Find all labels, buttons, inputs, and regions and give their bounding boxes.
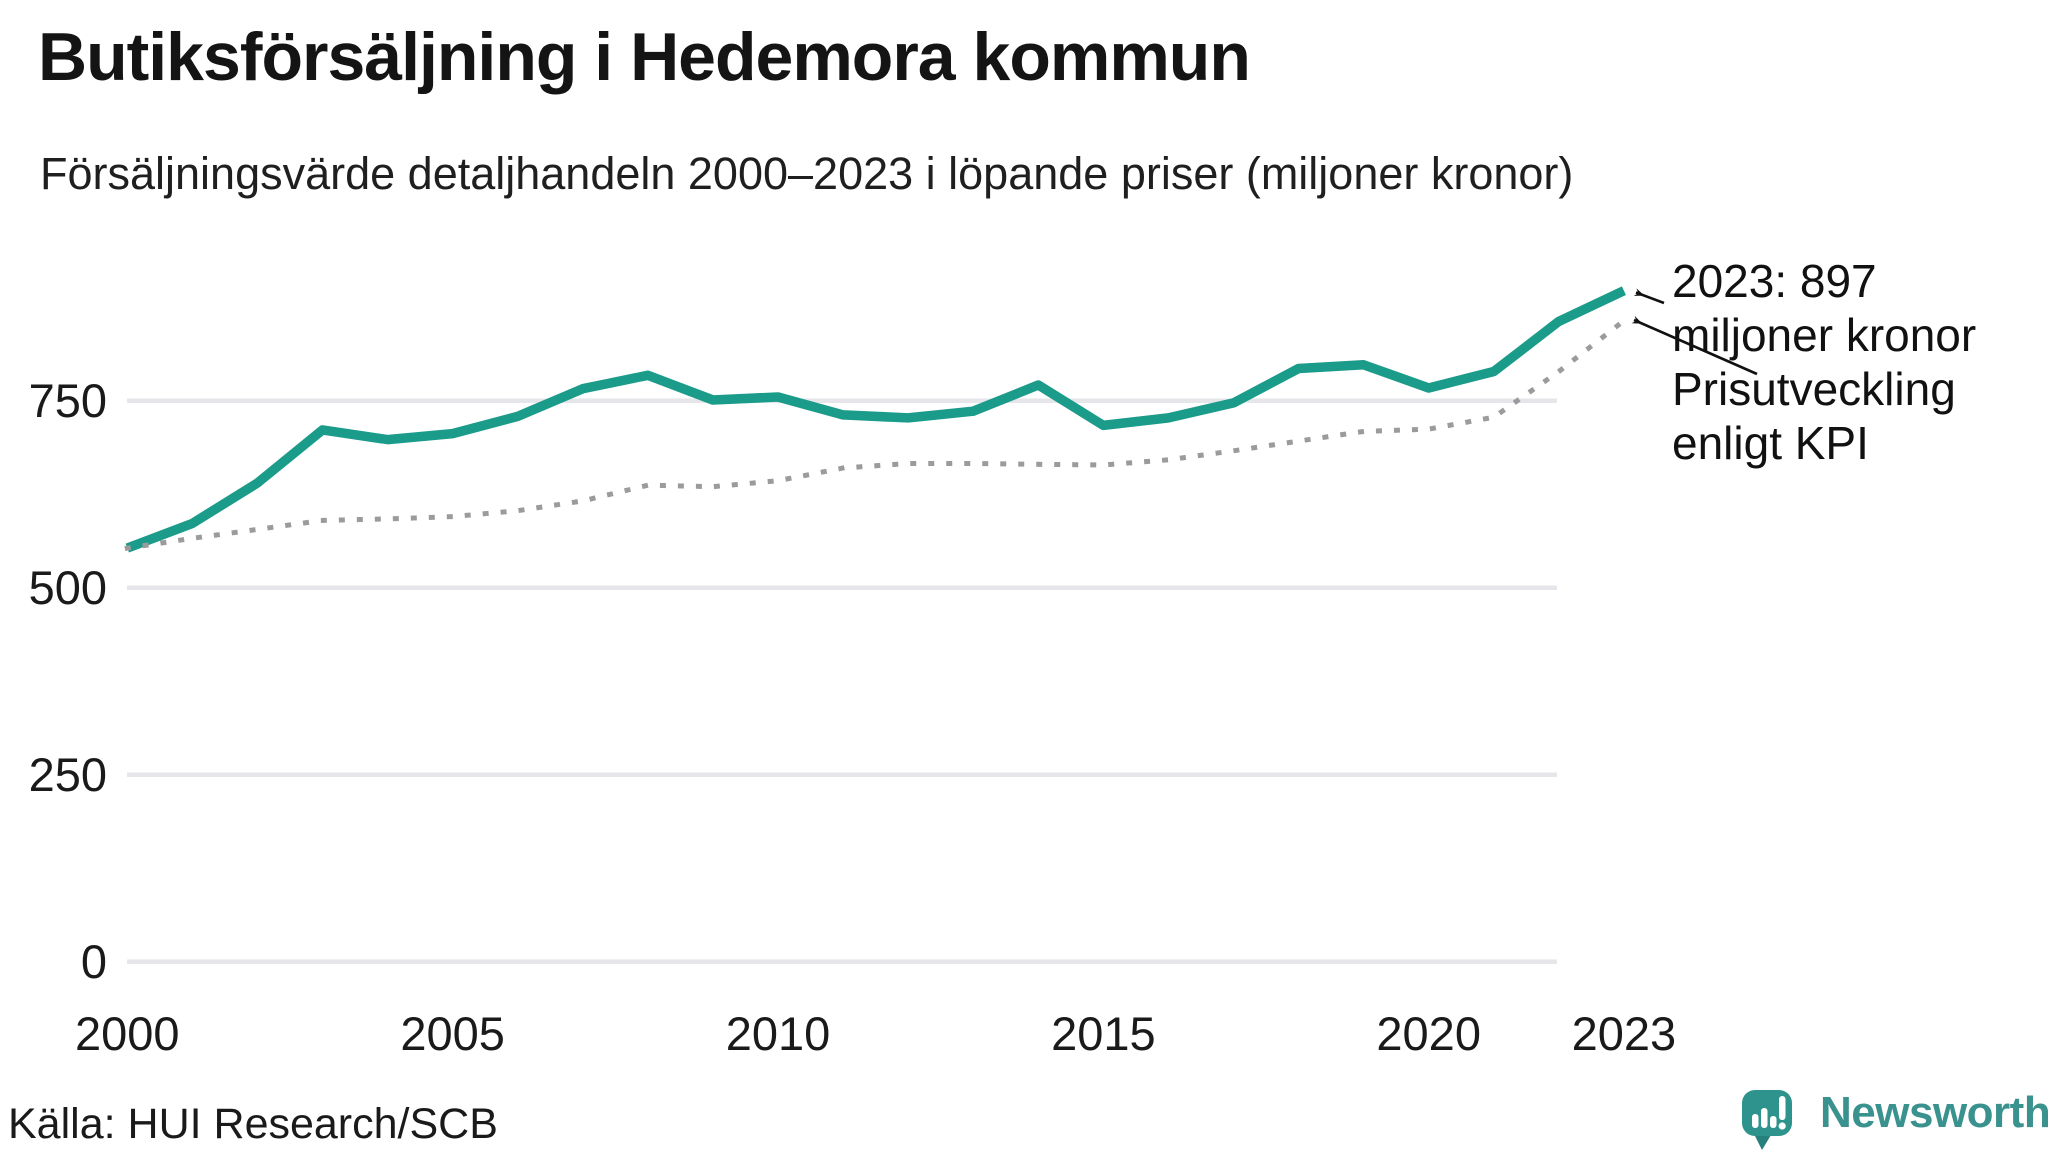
- y-tick-label-0: 0: [81, 935, 107, 988]
- annotation-block: 2023: 897 miljoner kronor Prisutveckling…: [1672, 254, 1976, 470]
- axis-tick-labels: 0 250 500 750 2000 2005 2010 2015 2020 2023: [29, 374, 1677, 1060]
- sales-line: [125, 286, 1626, 553]
- annotation-kpi-line2: enligt KPI: [1672, 417, 1869, 469]
- annotation-arrows: [1631, 288, 1758, 376]
- x-tick-label-2005: 2005: [400, 1007, 505, 1060]
- annotation-kpi-line1: Prisutveckling: [1672, 363, 1956, 415]
- annotation-2023-value-line2: miljoner kronor: [1672, 309, 1977, 361]
- arrow-to-sales-line-end: [1633, 288, 1665, 305]
- newsworthy-icon: [1742, 1090, 1792, 1150]
- arrow-to-kpi-line-end: [1631, 315, 1758, 376]
- x-tick-label-2023: 2023: [1572, 1007, 1677, 1060]
- gridlines: [127, 398, 1557, 964]
- newsworthy-wordmark: Newsworthy: [1820, 1088, 2048, 1137]
- y-tick-label-500: 500: [29, 561, 107, 614]
- y-tick-label-750: 750: [29, 374, 107, 427]
- chart-subtitle: Försäljningsvärde detaljhandeln 2000–202…: [40, 148, 1574, 199]
- kpi-line: [124, 317, 1628, 551]
- x-tick-label-2015: 2015: [1051, 1007, 1156, 1060]
- data-series: [124, 286, 1628, 553]
- newsworthy-logo: Newsworthy: [1740, 1082, 2048, 1152]
- chart-title: Butiksförsäljning i Hedemora kommun: [38, 19, 1251, 95]
- x-tick-label-2000: 2000: [75, 1007, 180, 1060]
- x-tick-label-2020: 2020: [1376, 1007, 1481, 1060]
- source-attribution: Källa: HUI Research/SCB: [8, 1100, 498, 1148]
- y-tick-label-250: 250: [29, 748, 107, 801]
- annotation-2023-value-line1: 2023: 897: [1672, 255, 1877, 307]
- x-tick-label-2010: 2010: [726, 1007, 831, 1060]
